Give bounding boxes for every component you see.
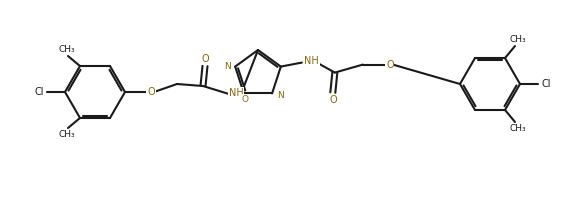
Text: NH: NH (305, 55, 319, 65)
Text: CH₃: CH₃ (59, 44, 76, 53)
Text: NH: NH (229, 88, 243, 98)
Text: O: O (386, 60, 394, 70)
Text: N: N (224, 62, 230, 71)
Text: N: N (277, 91, 284, 100)
Text: CH₃: CH₃ (59, 131, 76, 140)
Text: O: O (201, 54, 209, 64)
Text: CH₃: CH₃ (510, 124, 526, 133)
Text: O: O (147, 87, 155, 97)
Text: CH₃: CH₃ (510, 34, 526, 43)
Text: Cl: Cl (34, 87, 44, 97)
Text: O: O (329, 95, 336, 105)
Text: O: O (241, 95, 248, 104)
Text: Cl: Cl (541, 79, 551, 89)
